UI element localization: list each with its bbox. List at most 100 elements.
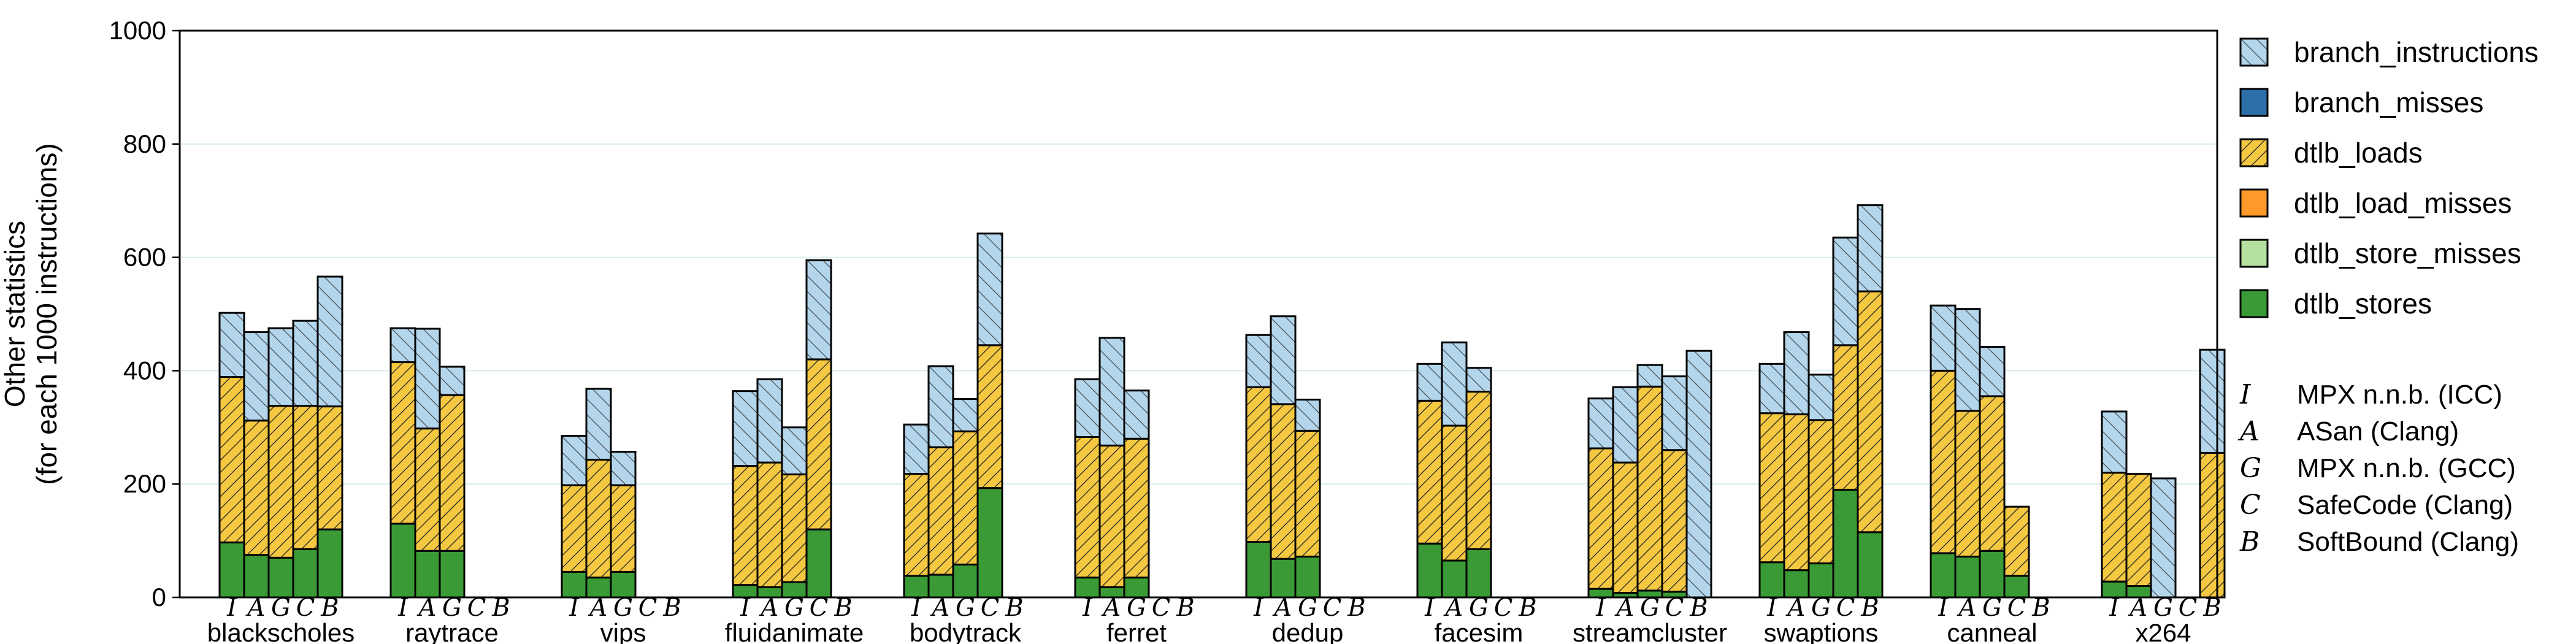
variant-label: C [467,594,486,622]
legend-entry: branch_misses [2294,86,2483,118]
bar-segment-dtlb-loads [267,405,294,559]
bar-segment-branch-instructions [585,388,612,461]
category-label: swaptions [1764,618,1879,644]
bar-segment-dtlb-loads [1123,437,1150,579]
variant-label: B [1518,594,1536,622]
variant-label: A [1272,594,1292,622]
bar-segment-dtlb-loads [610,484,637,573]
bar-segment-dtlb-stores [561,570,588,599]
bar-segment-branch-instructions [1930,304,1957,372]
bar-segment-dtlb-stores [903,575,930,599]
variant-label: I [569,594,580,622]
category-label: ferret [1106,618,1167,644]
bar-segment-branch-instructions [732,390,759,467]
bar-segment-dtlb-loads [2003,505,2030,577]
variant-label: C [810,594,829,622]
variant-label: G [271,594,291,622]
bar-segment-dtlb-stores [1979,550,2006,599]
variant-label: G [956,594,975,622]
bar-segment-branch-instructions [1245,334,1272,388]
bar-segment-branch-instructions [414,328,441,430]
bar-segment-dtlb-stores [1832,488,1859,599]
legend-swatch-dtlb-load-misses [2239,188,2269,218]
bar-segment-dtlb-loads [1783,413,1810,572]
variant-label: C [2007,594,2026,622]
bar-segment-branch-instructions [781,426,808,475]
bar-segment-dtlb-stores [267,556,294,599]
y-axis-label: Other statistics(for each 1000 instructi… [0,143,63,485]
legend-swatch-branch-instructions [2239,37,2269,67]
y-tick-label: 800 [123,129,166,158]
variant-label: B [320,594,339,622]
bar-segment-dtlb-loads [1661,449,1688,593]
bar-segment-branch-instructions [1685,350,1712,599]
bar-segment-dtlb-loads [1270,403,1297,560]
legend-entry: dtlb_loads [2294,137,2423,169]
variant-legend-symbol: A [2237,416,2260,447]
legend-swatch-dtlb-store-misses [2239,239,2269,268]
bar-segment-dtlb-loads [952,430,979,565]
variant-label: A [2128,594,2148,622]
bar-segment-dtlb-loads [389,361,416,525]
bar-segment-dtlb-stores [1441,559,1468,599]
bar-segment-dtlb-loads [1245,386,1272,543]
bar-segment-dtlb-loads [1954,410,1981,558]
bar-segment-dtlb-loads [1294,429,1321,558]
variant-label: I [1082,594,1093,622]
variant-label: C [1323,594,1342,622]
bar-segment-branch-instructions [1857,204,1884,293]
variant-label: G [2153,594,2173,622]
bar-segment-branch-instructions [976,232,1003,347]
bar-segment-dtlb-stores [316,528,343,599]
bar-segment-dtlb-stores [1807,562,1834,599]
bar-segment-dtlb-loads [218,376,245,543]
variant-label: G [1469,594,1489,622]
legend-entry: branch_instructions [2294,36,2539,68]
bar-segment-dtlb-loads [1832,344,1859,491]
variant-label: C [638,594,657,622]
bar-segment-dtlb-loads [292,405,319,550]
bar-segment-branch-instructions [805,259,832,361]
variant-label: B [1176,594,1194,622]
bar-segment-branch-instructions [1587,397,1614,450]
variant-label: B [1689,594,1708,622]
bar-segment-dtlb-loads [1857,290,1884,534]
category-label: raytrace [405,618,499,644]
bar-segment-branch-instructions [1807,374,1834,421]
bar-segment-branch-instructions [1661,375,1688,451]
bar-segment-branch-instructions [243,331,270,422]
variant-label: G [613,594,633,622]
variant-label: I [1938,594,1949,622]
variant-label: A [759,594,779,622]
bar-segment-branch-instructions [1832,236,1859,347]
bar-segment-dtlb-loads [1074,436,1101,579]
y-tick-label: 400 [123,356,166,385]
bar-segment-branch-instructions [1270,315,1297,405]
variant-label: B [1005,594,1023,622]
bar-segment-branch-instructions [316,275,343,408]
bar-segment-dtlb-loads [1416,399,1443,545]
bar-segment-dtlb-stores [389,523,416,599]
y-tick-label: 1000 [109,16,166,45]
bar-segment-branch-instructions [903,423,930,475]
bar-segment-branch-instructions [1098,337,1125,447]
y-tick-label: 200 [123,469,166,498]
variant-label: G [1982,594,2002,622]
bar-segment-dtlb-stores [805,528,832,599]
bar-segment-dtlb-loads [1098,444,1125,588]
bar-segment-dtlb-loads [439,394,466,552]
variant-label: G [1127,594,1146,622]
bar-segment-branch-instructions [1294,399,1321,432]
bar-segment-dtlb-stores [1294,555,1321,599]
variant-legend-symbol: I [2239,379,2252,410]
bar-segment-dtlb-stores [243,554,270,599]
variant-label: I [1766,594,1777,622]
axes [172,29,2218,599]
bar-segment-branch-instructions [561,435,588,486]
bar-segment-dtlb-loads [927,446,954,576]
bar-segment-branch-instructions [610,451,637,486]
bar-segment-branch-instructions [1441,341,1468,427]
variant-label: G [1811,594,1831,622]
bar-segment-branch-instructions [1074,378,1101,439]
